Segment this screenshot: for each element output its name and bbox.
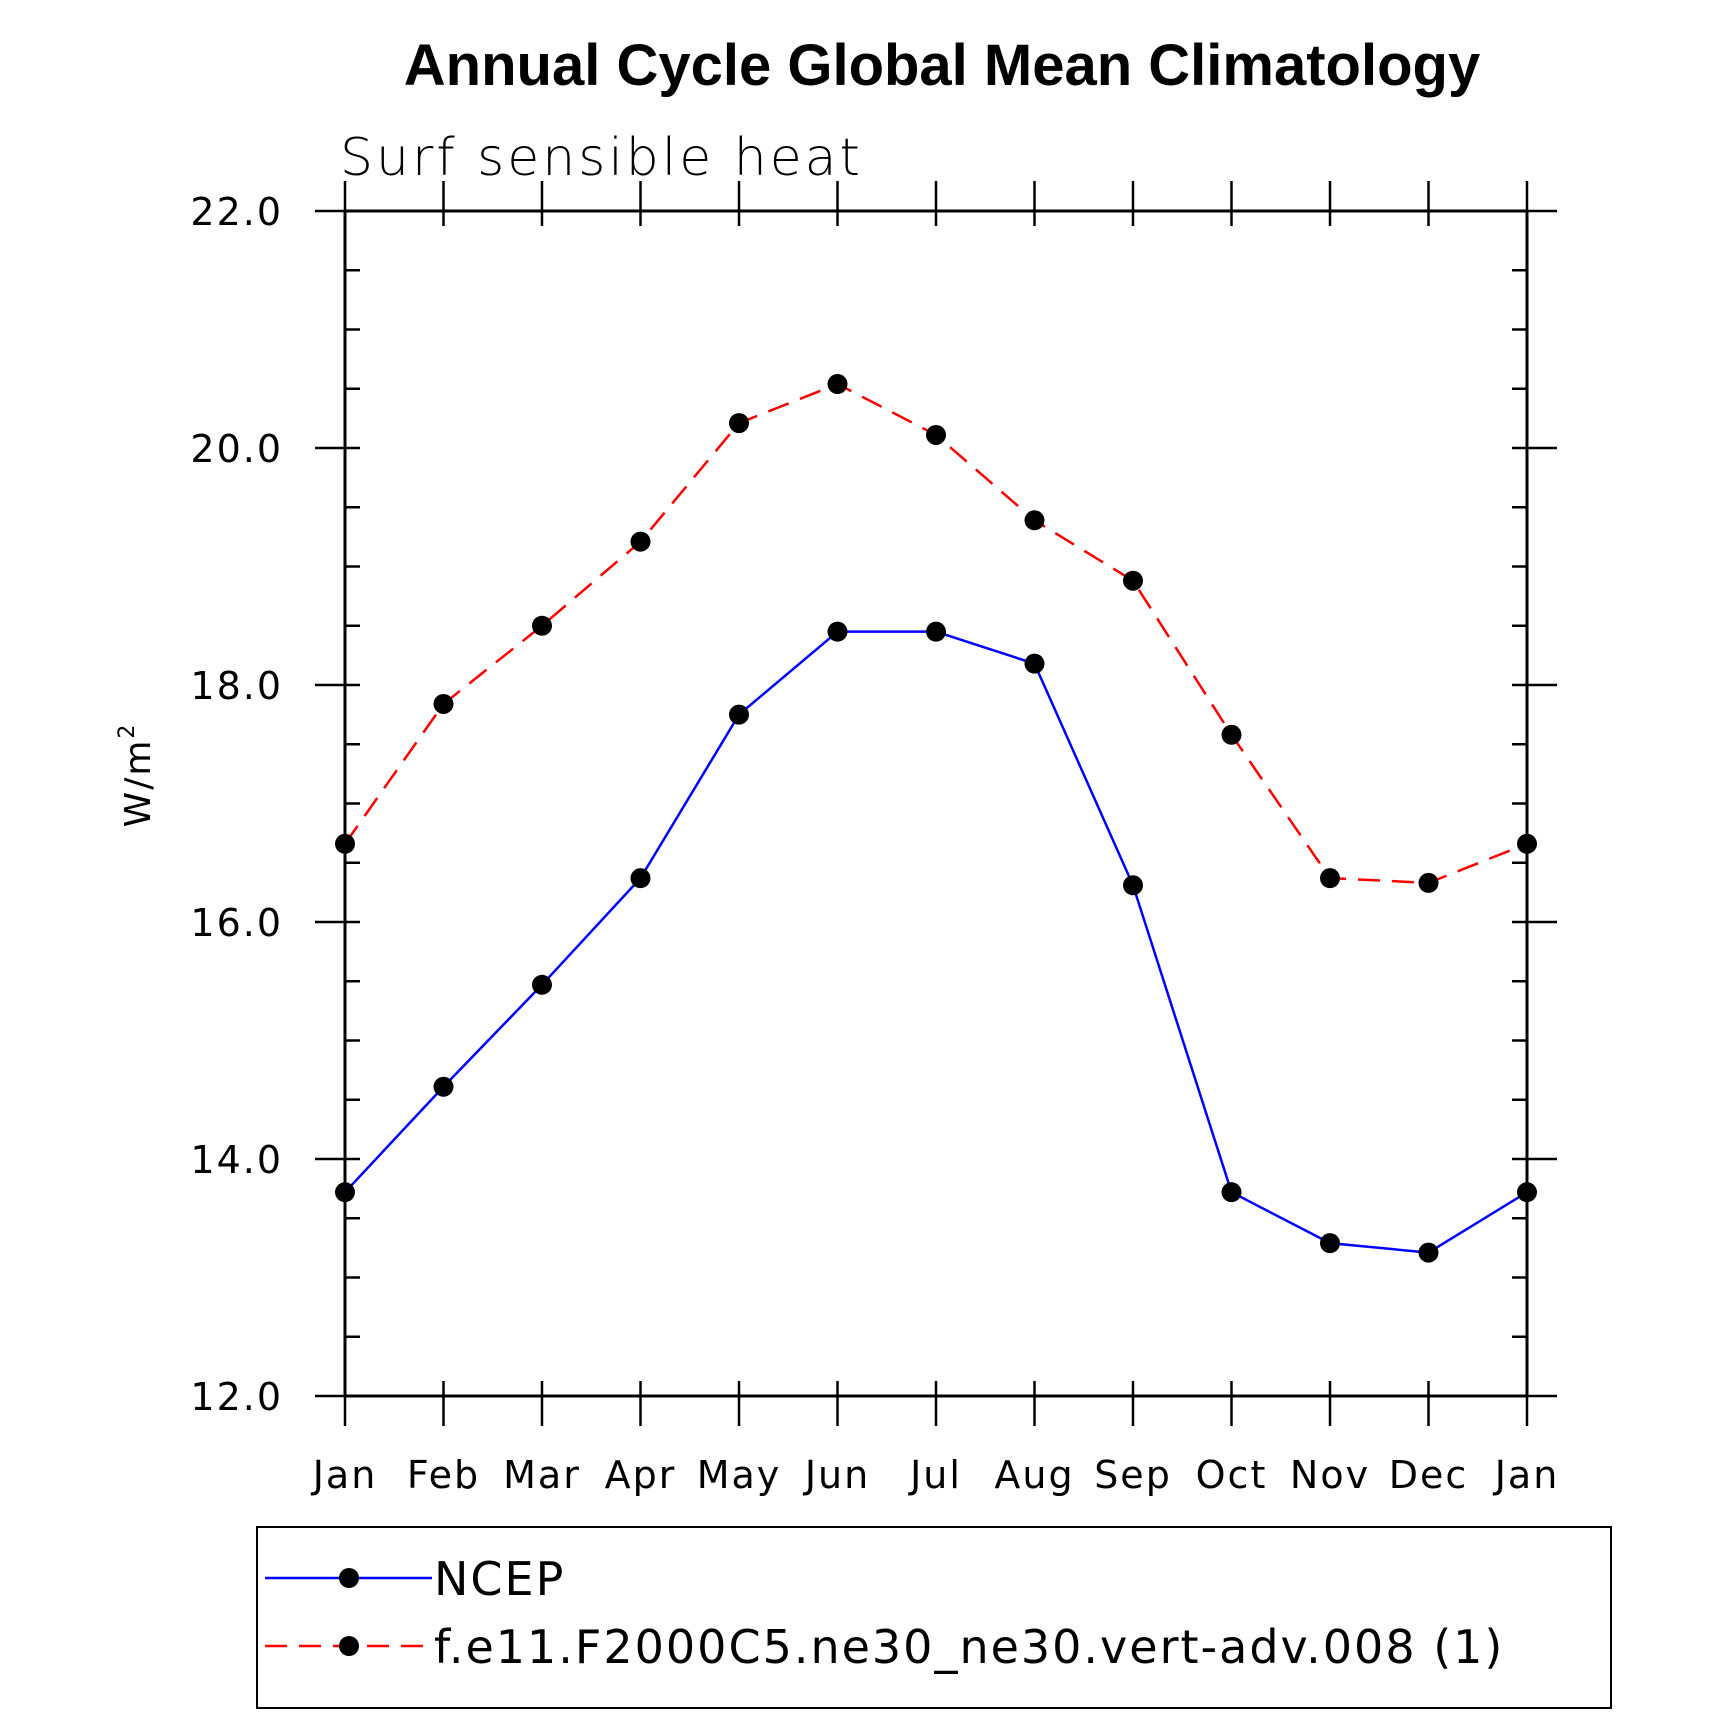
y-tick-label: 12.0 [190,1375,283,1419]
legend-label: f.e11.F2000C5.ne30_ne30.vert-adv.008 (1) [434,1620,1504,1674]
data-point [1320,868,1340,889]
x-tick-label: Dec [1389,1453,1469,1497]
data-point [1024,653,1045,674]
chart-subtitle: Surf sensible heat [340,128,863,188]
data-point [827,621,848,642]
x-tick-label: Jan [311,1453,378,1497]
plot-frame [343,209,1529,1398]
data-point [1221,1182,1242,1203]
legend-box [256,1526,1612,1709]
data-point [1123,570,1143,591]
data-point [926,621,946,642]
series-2 [335,374,1537,893]
data-point [1123,875,1143,896]
y-axis-label-superscript: 2 [115,723,140,739]
x-tick-label: Jan [1493,1453,1560,1497]
legend-marker [339,1636,359,1656]
data-point [1418,1242,1439,1263]
data-point [729,413,749,434]
data-point [1418,872,1439,893]
x-tick-label: Oct [1196,1453,1268,1497]
plot-border [343,209,1529,1398]
x-tick-label: Jun [803,1453,870,1497]
y-axis-label-text: W/m [118,739,159,828]
data-point [1024,510,1045,531]
data-point [630,531,651,552]
legend: NCEP f.e11.F2000C5.ne30_ne30.vert-adv.008… [256,1526,1612,1709]
x-axis: Jan Feb Mar Apr May Jun Jul Aug Sep Oct Nov Dec Jan [311,181,1560,1497]
data-point [1517,833,1537,854]
data-point [1221,724,1242,745]
data-point [926,424,946,445]
series-1 [335,621,1537,1263]
y-tick-label: 16.0 [190,901,283,945]
data-point [532,974,552,995]
data-point [335,833,355,854]
x-tick-label: May [697,1453,782,1497]
series-layer [335,374,1537,1263]
y-tick-label: 18.0 [190,664,283,708]
legend-entries: NCEP f.e11.F2000C5.ne30_ne30.vert-adv.008… [265,1552,1504,1674]
data-point [827,374,848,395]
y-tick-label: 20.0 [190,427,283,471]
data-point [532,615,552,636]
data-point [433,1076,454,1097]
series-line [344,630,1528,1254]
x-tick-label: Aug [994,1453,1074,1497]
x-tick-label: Sep [1094,1453,1172,1497]
legend-marker [339,1568,359,1588]
chart-title: Annual Cycle Global Mean Climatology [404,33,1480,98]
legend-label: NCEP [434,1552,565,1606]
y-axis-label: W/m2 [115,723,159,828]
data-point [1320,1233,1340,1254]
data-point [433,693,454,714]
x-tick-label: Nov [1290,1453,1370,1497]
data-point [630,868,651,889]
y-tick-label: 22.0 [190,190,283,234]
data-point [729,704,749,725]
x-tick-label: Apr [605,1453,677,1497]
x-tick-label: Mar [503,1453,581,1497]
x-tick-label: Jul [908,1453,962,1497]
data-point [1517,1182,1537,1203]
y-axis: 12.0 14.0 16.0 18.0 20.0 22.0 [190,190,1557,1419]
y-tick-label: 14.0 [190,1138,283,1182]
data-point [335,1182,355,1203]
x-tick-label: Feb [407,1453,480,1497]
